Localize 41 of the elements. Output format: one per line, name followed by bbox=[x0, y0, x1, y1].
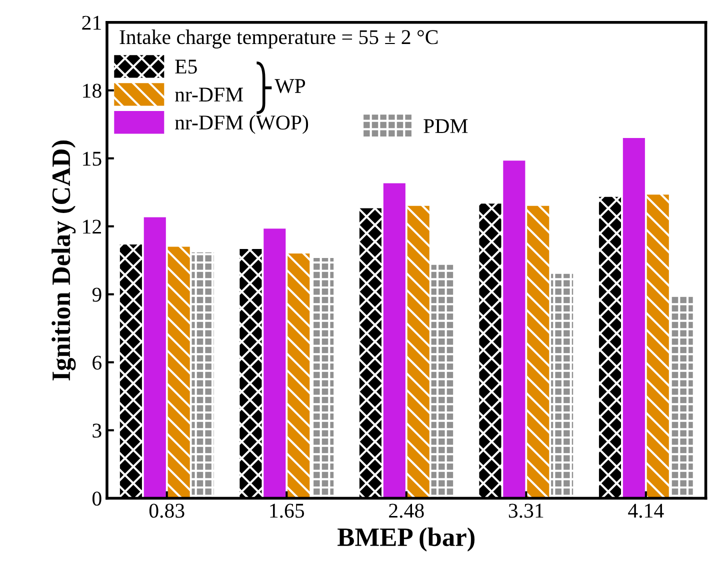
bar bbox=[168, 246, 190, 498]
x-tick-label: 4.14 bbox=[628, 504, 664, 518]
y-tick-label: 9 bbox=[92, 288, 102, 302]
bar bbox=[622, 138, 645, 498]
bar bbox=[670, 296, 693, 498]
annotation: WP bbox=[274, 79, 306, 94]
y-tick-label: 15 bbox=[83, 152, 102, 166]
legend-label: PDM bbox=[424, 119, 468, 133]
y-tick-label: 18 bbox=[83, 84, 102, 98]
x-tick-label: 0.83 bbox=[149, 504, 184, 518]
bar bbox=[503, 160, 526, 498]
bar bbox=[192, 252, 214, 498]
x-axis-title: BMEP (bar) bbox=[338, 528, 474, 552]
bar bbox=[264, 228, 286, 498]
y-tick-label: 6 bbox=[92, 356, 102, 370]
y-axis-title: Ignition Delay (CAD) bbox=[52, 140, 76, 380]
bar bbox=[359, 208, 382, 498]
bar bbox=[527, 206, 550, 498]
bar bbox=[120, 244, 142, 498]
bar bbox=[551, 274, 574, 498]
bar bbox=[240, 248, 262, 498]
bar bbox=[479, 204, 502, 498]
y-tick-label: 0 bbox=[92, 492, 102, 506]
x-tick-label: 2.48 bbox=[389, 504, 424, 518]
bar bbox=[312, 258, 334, 498]
bar bbox=[383, 183, 406, 498]
legend-label: nr-DFM bbox=[175, 88, 243, 102]
legend-label: E5 bbox=[175, 60, 197, 74]
x-tick-label: 1.65 bbox=[270, 504, 304, 518]
bar bbox=[288, 254, 310, 498]
x-tick-label: 3.31 bbox=[508, 504, 544, 518]
annotation: Intake charge temperature = 55 ± 2 °C bbox=[120, 30, 438, 48]
bar bbox=[407, 206, 430, 498]
y-tick-label: 21 bbox=[82, 16, 101, 30]
bar bbox=[598, 196, 621, 498]
y-tick-label: 3 bbox=[92, 424, 102, 438]
bar bbox=[431, 264, 454, 498]
bar bbox=[144, 217, 166, 498]
bar bbox=[646, 194, 669, 498]
y-tick-label: 12 bbox=[83, 220, 101, 234]
legend-label: nr-DFM (WOP) bbox=[175, 114, 308, 134]
